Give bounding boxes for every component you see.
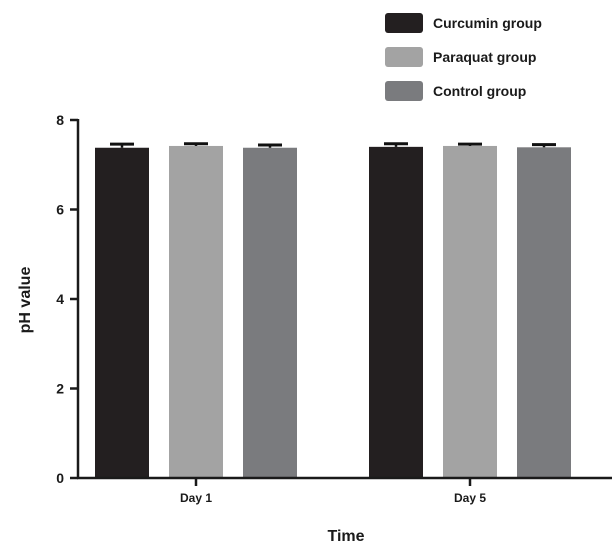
bar: [243, 147, 297, 478]
y-tick-label: 2: [56, 381, 64, 397]
x-tick-label: Day 5: [454, 491, 486, 505]
y-tick-label: 8: [56, 112, 64, 128]
legend-swatch: [385, 13, 423, 33]
bar: [517, 147, 571, 479]
x-axis-title: Time: [327, 528, 364, 545]
legend-swatch: [385, 47, 423, 67]
legend-label: Paraquat group: [433, 49, 536, 65]
y-ticks: 0 2 4 6 8: [56, 112, 78, 486]
bar: [369, 146, 423, 478]
legend-label: Control group: [433, 83, 526, 99]
y-tick-label: 0: [56, 470, 64, 486]
legend-swatch: [385, 81, 423, 101]
legend: Curcumin group Paraquat group Control grou…: [385, 13, 542, 101]
y-axis-title: pH value: [17, 267, 34, 334]
legend-label: Curcumin group: [433, 15, 542, 31]
bar: [169, 145, 223, 478]
y-tick-label: 4: [56, 291, 64, 307]
y-tick-label: 6: [56, 202, 64, 218]
x-tick-label: Day 1: [180, 491, 212, 505]
bar: [95, 147, 149, 478]
plot-area: [95, 142, 571, 479]
x-ticks: Day 1 Day 5: [180, 478, 486, 505]
bar: [443, 145, 497, 478]
